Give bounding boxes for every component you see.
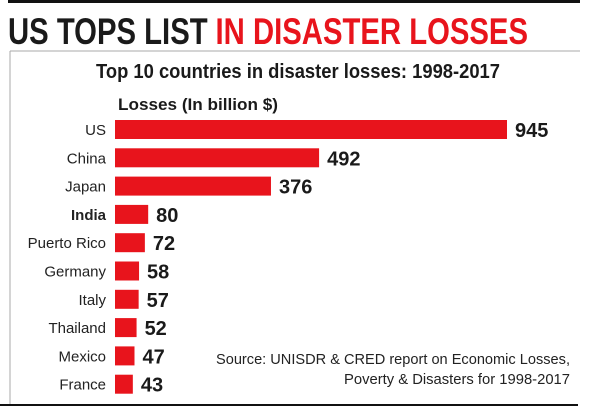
value-label: 72: [153, 233, 175, 255]
top-rule: [8, 0, 580, 3]
bottom-rule: [0, 404, 578, 406]
category-label: Mexico: [58, 348, 106, 365]
headline-part1: US TOPS LIST: [8, 11, 208, 52]
category-label: Germany: [44, 264, 106, 281]
bar-china: [115, 148, 320, 168]
source-line-1: Source: UNISDR & CRED report on Economic…: [216, 351, 570, 368]
value-label: 58: [147, 262, 169, 284]
category-label: US: [85, 122, 106, 139]
source-line-2: Poverty & Disasters for 1998-2017: [344, 371, 570, 388]
value-label: 43: [141, 375, 163, 397]
axis-label: Losses (In billion $): [118, 95, 278, 114]
value-label: 47: [142, 346, 164, 368]
category-label: China: [67, 150, 107, 167]
value-label: 52: [145, 318, 167, 340]
category-label: Italy: [78, 292, 106, 309]
headline: US TOPS LISTIN DISASTER LOSSES: [8, 11, 528, 52]
value-label: 945: [515, 120, 548, 142]
value-label: 492: [327, 148, 360, 170]
chart-title: Top 10 countries in disaster losses: 199…: [96, 61, 500, 83]
value-label: 376: [279, 177, 312, 199]
category-label: Japan: [65, 179, 106, 196]
bar-india: [115, 204, 149, 224]
bar-italy: [115, 289, 139, 309]
bar-mexico: [115, 346, 135, 366]
bar-puerto-rico: [115, 233, 145, 253]
bar-france: [115, 374, 133, 394]
bar-germany: [115, 261, 140, 281]
headline-part2: IN DISASTER LOSSES: [216, 11, 528, 52]
category-label: Thailand: [48, 320, 106, 337]
bar-japan: [115, 176, 271, 196]
category-label: India: [71, 207, 107, 224]
category-label: Puerto Rico: [28, 235, 106, 252]
value-label: 57: [147, 290, 169, 312]
bars-group: US 945 China 492 Japan 376 India 80 Puerto Rico 7…: [28, 120, 548, 397]
category-label: France: [59, 377, 106, 394]
bar-thailand: [115, 318, 137, 338]
value-label: 80: [156, 205, 178, 227]
bar-us: [115, 120, 507, 139]
